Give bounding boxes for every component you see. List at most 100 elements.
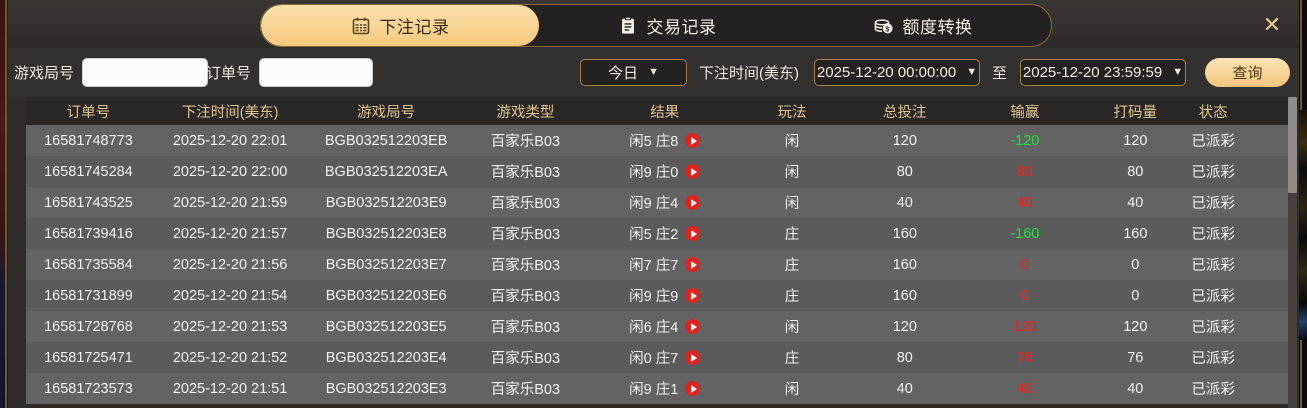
result-text: 闲9 庄4: [629, 196, 679, 212]
search-button[interactable]: 查询: [1205, 58, 1290, 87]
cell-turnover: 160: [1123, 225, 1148, 242]
document-icon: [618, 16, 638, 36]
cell-bet-time: 2025-12-20 21:59: [172, 194, 288, 211]
start-time-value: 2025-12-20 00:00:00: [816, 64, 957, 81]
play-icon[interactable]: [685, 350, 701, 365]
result-text: 闲9 庄9: [629, 289, 679, 305]
cell-round-no: BGB032512203E7: [325, 256, 447, 273]
cell-game-type: 百家乐B03: [490, 134, 561, 150]
play-icon[interactable]: [685, 288, 701, 303]
cell-result: 闲9 庄4: [588, 192, 742, 213]
column-header-round-no: 游戏局号: [357, 104, 416, 121]
cell-round-no: BGB032512203EB: [324, 132, 448, 149]
cell-round-no: BGB032512203E8: [325, 225, 447, 242]
chevron-down-icon: ▼: [966, 66, 978, 78]
main-panel: 下注记录 交易记录: [8, 0, 1299, 408]
time-range-separator: 至: [992, 65, 1008, 82]
cell-order-no: 16581745284: [44, 163, 133, 180]
cell-total-bet: 160: [892, 256, 917, 273]
tab-bet-history[interactable]: 下注记录: [261, 5, 539, 46]
cell-status: 已派彩: [1191, 382, 1235, 398]
play-icon[interactable]: [685, 226, 701, 241]
cell-round-no: BGB032512203E4: [325, 349, 447, 366]
table-body: 16581748773 2025-12-20 22:01 BGB032512203E…: [26, 125, 1288, 404]
cell-result: 闲0 庄7: [588, 347, 742, 368]
cell-win-loss: 80: [1016, 163, 1033, 180]
cell-turnover: 40: [1127, 194, 1144, 211]
table-row[interactable]: 16581725471 2025-12-20 21:52 BGB032512203E…: [26, 342, 1288, 373]
table-row[interactable]: 16581748773 2025-12-20 22:01 BGB032512203E…: [26, 125, 1288, 156]
cell-turnover: 0: [1131, 287, 1140, 304]
tab-transaction-history[interactable]: 交易记录: [539, 5, 795, 46]
cell-bet-time: 2025-12-20 22:01: [172, 132, 288, 149]
cell-play: 庄: [784, 258, 800, 274]
cell-order-no: 16581743525: [44, 194, 133, 211]
play-icon[interactable]: [685, 195, 701, 210]
cell-turnover: 80: [1127, 163, 1144, 180]
end-time-picker[interactable]: 2025-12-20 23:59:59 ▼: [1020, 59, 1186, 86]
table-row[interactable]: 16581731899 2025-12-20 21:54 BGB032512203E…: [26, 280, 1288, 311]
table-row[interactable]: 16581739416 2025-12-20 21:57 BGB032512203E…: [26, 218, 1288, 249]
cell-result: 闲5 庄2: [588, 223, 742, 244]
cell-bet-time: 2025-12-20 21:53: [172, 318, 288, 335]
cell-bet-time: 2025-12-20 21:56: [172, 256, 288, 273]
scrollbar-thumb[interactable]: [1288, 97, 1297, 193]
tab-credit-transfer[interactable]: $ 额度转换: [795, 5, 1051, 46]
table-row[interactable]: 16581735584 2025-12-20 21:56 BGB032512203E…: [26, 249, 1288, 280]
table-row[interactable]: 16581743525 2025-12-20 21:59 BGB032512203E…: [26, 187, 1288, 218]
column-header-order-no: 订单号: [66, 104, 111, 121]
window-titlebar: 下注记录 交易记录: [8, 0, 1299, 48]
table-row[interactable]: 16581745284 2025-12-20 22:00 BGB032512203E…: [26, 156, 1288, 187]
date-preset-select[interactable]: 今日 ▼: [580, 59, 687, 86]
round-no-input[interactable]: [82, 58, 209, 87]
cell-total-bet: 120: [892, 318, 917, 335]
column-header-status: 状态: [1198, 104, 1228, 121]
play-icon[interactable]: [685, 164, 701, 179]
play-icon[interactable]: [685, 381, 701, 396]
play-icon[interactable]: [685, 257, 701, 272]
cell-turnover: 0: [1131, 256, 1140, 273]
cell-play: 庄: [784, 227, 800, 243]
cell-status: 已派彩: [1191, 196, 1235, 212]
cell-win-loss: -160: [1010, 225, 1040, 242]
cell-round-no: BGB032512203EA: [324, 163, 448, 180]
result-text: 闲5 庄8: [629, 134, 679, 150]
cell-order-no: 16581739416: [44, 225, 133, 242]
cell-win-loss: -120: [1010, 132, 1040, 149]
cell-order-no: 16581723573: [44, 380, 133, 397]
start-time-picker[interactable]: 2025-12-20 00:00:00 ▼: [814, 59, 980, 86]
cell-play: 庄: [784, 351, 800, 367]
cell-game-type: 百家乐B03: [490, 320, 561, 336]
svg-text:$: $: [885, 26, 889, 33]
order-no-input[interactable]: [259, 58, 374, 87]
cell-status: 已派彩: [1191, 289, 1235, 305]
table-row[interactable]: 16581723573 2025-12-20 21:51 BGB032512203E…: [26, 373, 1288, 404]
close-icon[interactable]: ✕: [1262, 12, 1282, 37]
vertical-scrollbar[interactable]: [1288, 97, 1297, 408]
tab-bar: 下注记录 交易记录: [260, 4, 1052, 47]
cell-round-no: BGB032512203E6: [325, 287, 447, 304]
cell-total-bet: 40: [896, 380, 913, 397]
cell-total-bet: 80: [896, 349, 913, 366]
play-icon[interactable]: [685, 319, 701, 334]
column-header-play: 玩法: [777, 104, 807, 121]
cell-play: 闲: [784, 196, 800, 212]
column-header-win-loss: 输赢: [1010, 104, 1040, 121]
cell-win-loss: 0: [1020, 256, 1029, 273]
chevron-down-icon: ▼: [648, 66, 659, 78]
cell-game-type: 百家乐B03: [490, 289, 561, 305]
cell-game-type: 百家乐B03: [490, 196, 561, 212]
result-text: 闲9 庄0: [629, 165, 679, 181]
table-row[interactable]: 16581728768 2025-12-20 21:53 BGB032512203E…: [26, 311, 1288, 342]
cell-turnover: 120: [1123, 318, 1148, 335]
cell-result: 闲9 庄0: [588, 161, 742, 182]
result-text: 闲5 庄2: [629, 227, 679, 243]
cell-bet-time: 2025-12-20 21:54: [172, 287, 288, 304]
play-icon[interactable]: [685, 133, 701, 148]
column-header-game-type: 游戏类型: [496, 104, 555, 121]
table-header-row: 订单号 下注时间(美东) 游戏局号 游戏类型 结果 玩法 总投注 输赢 打码量 状态: [26, 97, 1288, 125]
cell-win-loss: 76: [1016, 349, 1033, 366]
order-no-label: 订单号: [206, 65, 252, 82]
cell-total-bet: 40: [896, 194, 913, 211]
cell-order-no: 16581728768: [44, 318, 133, 335]
